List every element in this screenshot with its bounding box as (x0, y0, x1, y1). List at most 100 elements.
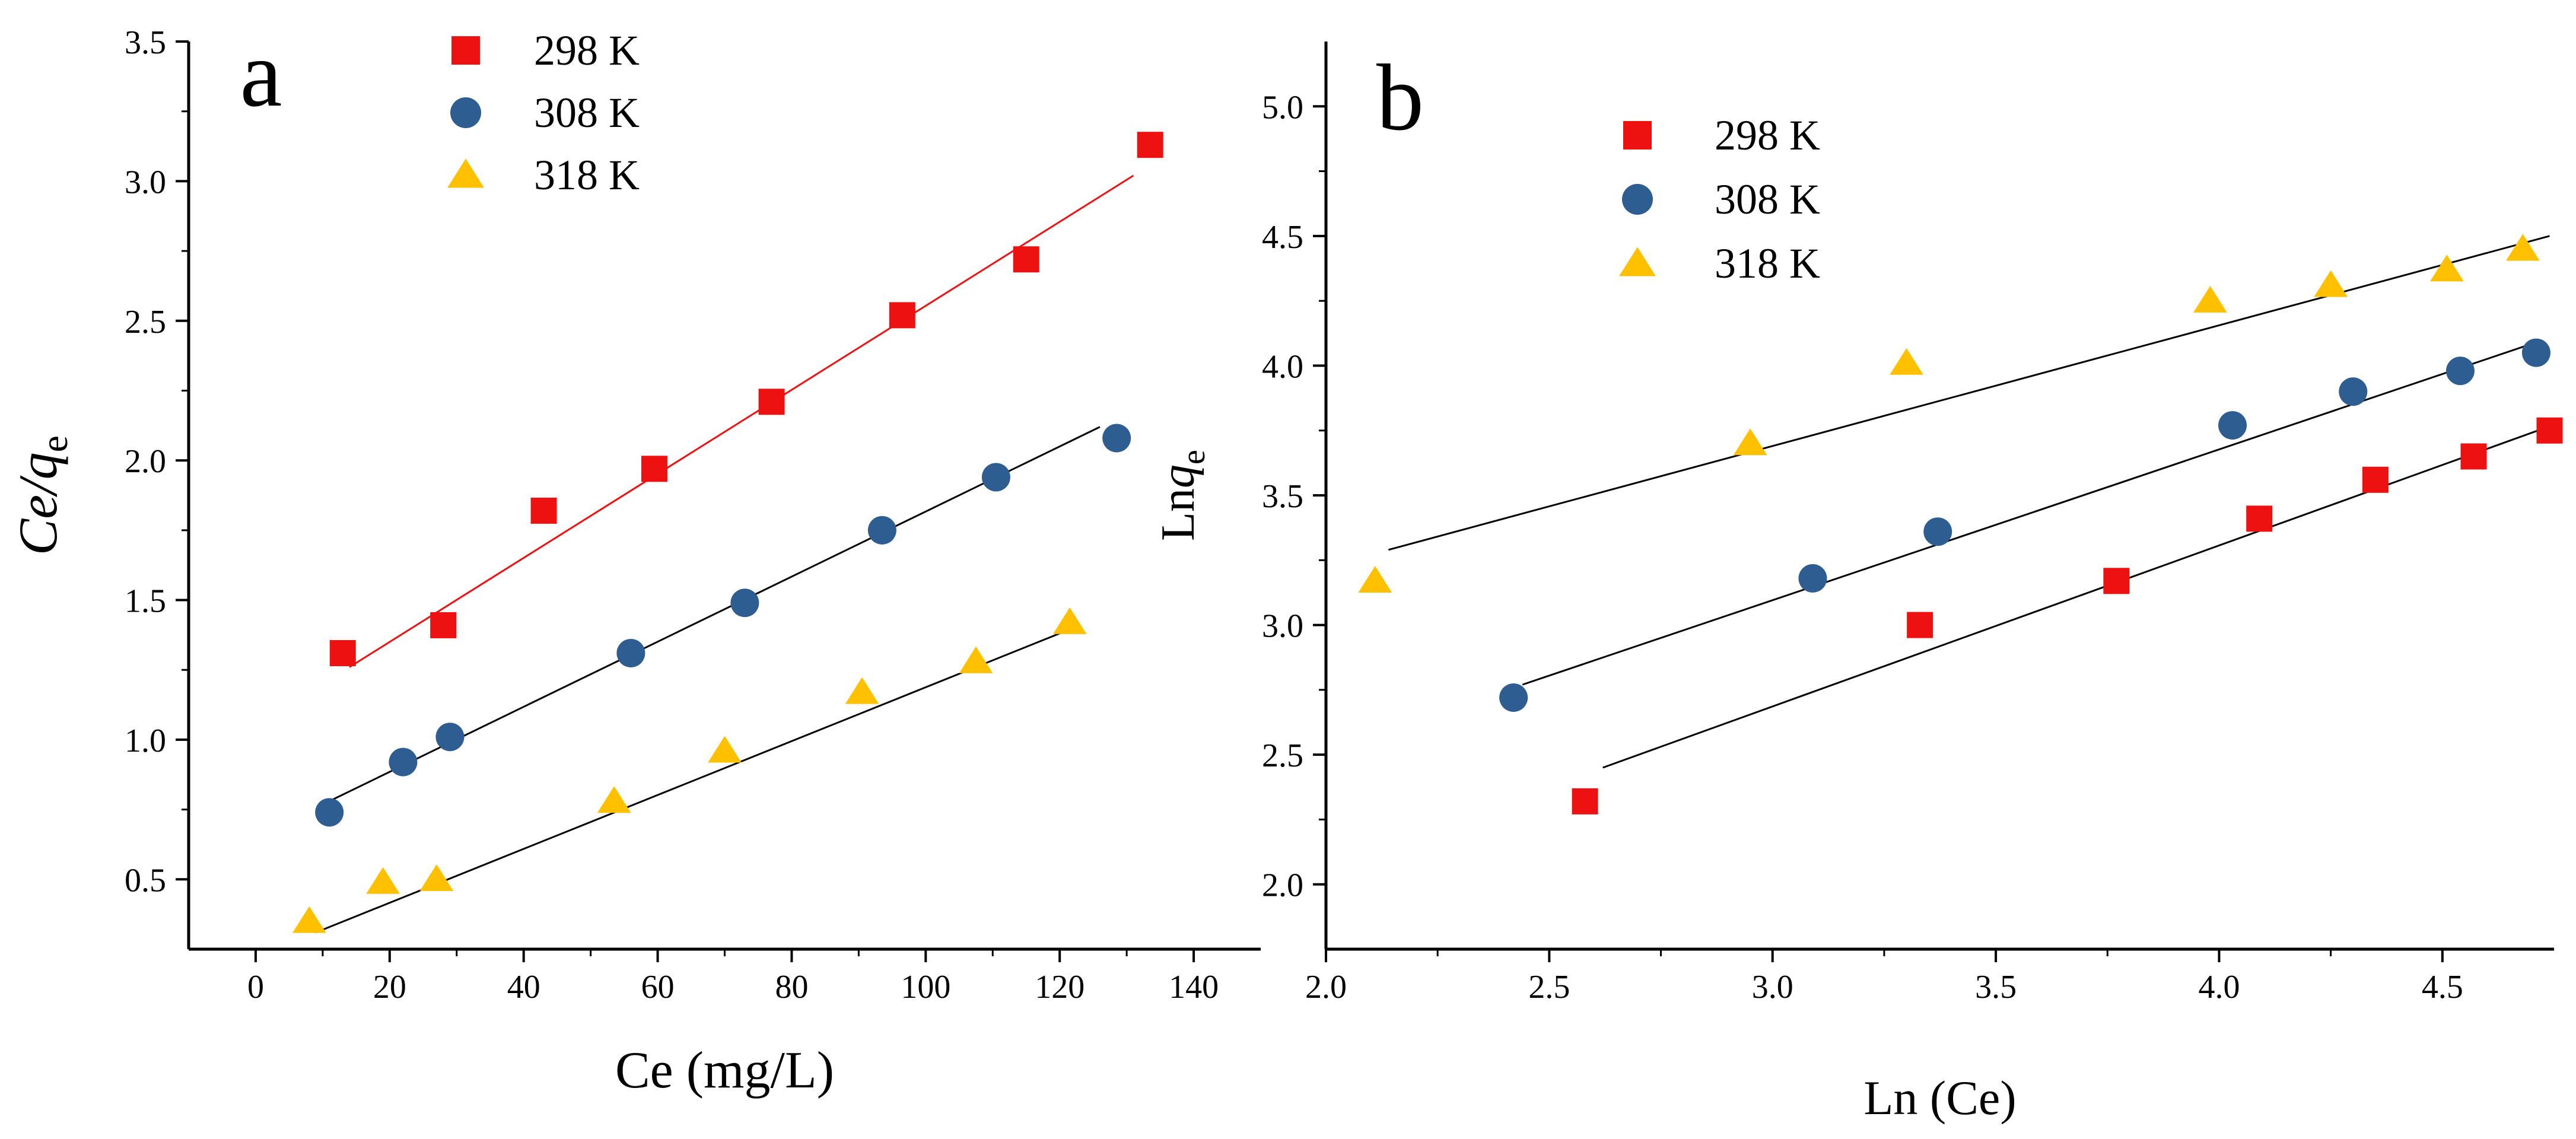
data-point (1102, 424, 1131, 453)
data-point (758, 389, 785, 415)
series-318-K (1358, 234, 2550, 593)
y-tick-label: 3.0 (1262, 608, 1303, 645)
y-tick-label: 1.0 (125, 723, 166, 759)
data-point (2103, 568, 2130, 594)
data-point (2218, 411, 2247, 440)
series-308-K (1499, 338, 2550, 712)
data-point (981, 463, 1010, 492)
y-tick-label: 2.5 (1262, 737, 1303, 774)
legend-marker (447, 158, 484, 188)
y-tick-label: 3.5 (1262, 478, 1303, 515)
y-axis-label-subscript: e (33, 435, 75, 452)
chart-panel-a: 0 20 40 60 80 100 120 140 0.5 1.0 1.5 2.0 2.5 3.0 3.5 C… (8, 21, 1261, 1099)
data-point (616, 638, 645, 667)
x-tick-label: 4.0 (2198, 969, 2240, 1006)
x-tick-label: 120 (1035, 969, 1085, 1006)
y-axis-label-main: Ce/q (8, 452, 68, 555)
data-point (1798, 564, 1827, 593)
y-tick-label: 3.0 (125, 164, 166, 201)
x-tick-label: 40 (507, 969, 540, 1006)
y-tick-label: 2.0 (1262, 867, 1303, 904)
data-point (292, 906, 326, 933)
x-tick-label: 100 (901, 969, 950, 1006)
series-308-K (315, 424, 1131, 827)
data-point (2430, 254, 2464, 282)
y-tick-label: 0.5 (125, 862, 166, 899)
data-point (419, 864, 454, 892)
data-point (2314, 270, 2348, 297)
y-tick-label: 3.5 (125, 24, 166, 61)
data-point (430, 612, 457, 638)
data-point (2246, 505, 2273, 532)
legend-label: 308 K (534, 89, 640, 136)
data-point (1733, 428, 1767, 456)
data-point (708, 736, 742, 763)
x-tick-label: 4.5 (2422, 969, 2463, 1006)
data-point (2521, 338, 2550, 367)
y-axis-label-subscript: e (1175, 450, 1212, 464)
data-point (1890, 348, 1923, 375)
data-point (845, 677, 879, 704)
x-tick-label: 3.0 (1752, 969, 1793, 1006)
y-tick-label: 2.5 (125, 304, 166, 341)
x-tick-label: 20 (373, 969, 406, 1006)
data-point (530, 497, 557, 524)
data-point (435, 723, 465, 752)
fit-line (1388, 235, 2550, 551)
series-298-K (329, 132, 1163, 668)
data-point (1499, 683, 1528, 712)
x-axis-label: Ce (mg/L) (615, 1042, 834, 1099)
data-point (2445, 357, 2475, 386)
y-tick-label: 2.0 (125, 443, 166, 480)
data-point (329, 640, 356, 666)
data-point (1923, 517, 1952, 546)
x-axis-label: Ln (Ce) (1863, 1071, 2016, 1125)
data-point (2193, 285, 2227, 313)
data-point (641, 456, 667, 482)
legend-marker (1619, 247, 1656, 276)
x-tick-label: 3.5 (1975, 969, 2017, 1006)
legend-label: 318 K (534, 151, 640, 199)
legend-marker (1622, 184, 1653, 215)
data-point (2362, 466, 2389, 493)
fit-line (1522, 341, 2537, 686)
data-point (730, 588, 759, 618)
data-point (2339, 377, 2368, 406)
data-point (597, 786, 631, 813)
data-point (867, 516, 896, 545)
data-point (1052, 607, 1087, 634)
y-tick-label: 4.5 (1262, 219, 1303, 256)
data-point (2505, 234, 2540, 261)
data-point (1907, 612, 1933, 638)
legend-label: 308 K (1715, 176, 1820, 223)
chart-panel-b: 2.0 2.5 3.0 3.5 4.0 4.5 2.0 2.5 3.0 3.5 4.0 4.5 5.0 L… (1152, 42, 2563, 1125)
x-tick-label: 140 (1169, 969, 1219, 1006)
fit-line (1602, 427, 2546, 769)
data-point (315, 798, 344, 827)
y-axis-label: Ce/qe (8, 435, 75, 555)
data-point (959, 646, 993, 673)
fit-line (349, 174, 1134, 668)
data-point (366, 867, 400, 894)
legend-marker (1623, 121, 1652, 149)
data-point (1013, 246, 1039, 273)
legend-label: 318 K (1715, 240, 1820, 287)
data-point (889, 302, 915, 329)
x-tick-label: 2.5 (1528, 969, 1570, 1006)
data-point (1572, 788, 1598, 815)
legend-label: 298 K (534, 27, 640, 74)
x-tick-label: 60 (641, 969, 675, 1006)
x-tick-label: 2.0 (1305, 969, 1347, 1006)
y-tick-label: 5.0 (1262, 89, 1303, 126)
legend-label: 298 K (1715, 112, 1820, 159)
data-point (1137, 132, 1163, 158)
y-axis-label: Lnqe (1152, 450, 1212, 541)
x-tick-label: 0 (247, 969, 264, 1006)
x-tick-label: 80 (775, 969, 808, 1006)
y-axis-label-prefix: Ln (1152, 488, 1204, 541)
y-axis-label-main: q (1152, 464, 1204, 488)
data-point (2536, 417, 2563, 444)
data-point (389, 747, 418, 777)
panel-label: b (1376, 44, 1424, 150)
